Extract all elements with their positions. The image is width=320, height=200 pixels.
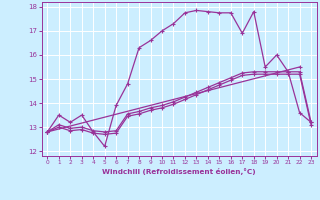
X-axis label: Windchill (Refroidissement éolien,°C): Windchill (Refroidissement éolien,°C) bbox=[102, 168, 256, 175]
